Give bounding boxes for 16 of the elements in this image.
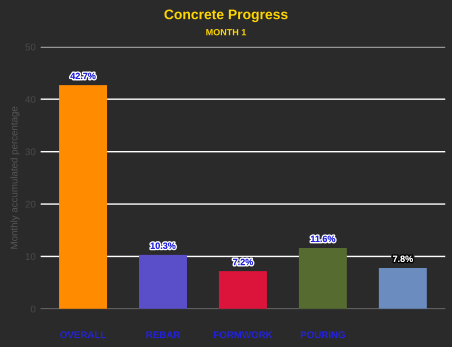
bar [139, 254, 187, 309]
bar [218, 271, 267, 309]
x-tick-label: REBAR [146, 331, 180, 338]
data-label: 7.8% [392, 256, 413, 262]
data-label: 7.2% [233, 258, 253, 266]
chart-title: Concrete Progress [164, 9, 288, 22]
data-label: 11.6% [310, 236, 336, 242]
chart-subtitle: MONTH 1 [206, 28, 246, 36]
x-tick-label: POURING [300, 331, 345, 338]
x-tick-label: FORMWORK [214, 331, 273, 338]
bar [378, 268, 427, 309]
data-label: 10.3% [150, 242, 176, 249]
bar [59, 85, 108, 309]
data-label: 42.7% [70, 72, 96, 80]
x-tick-label: OVERALL [60, 331, 106, 338]
bar [298, 248, 347, 309]
